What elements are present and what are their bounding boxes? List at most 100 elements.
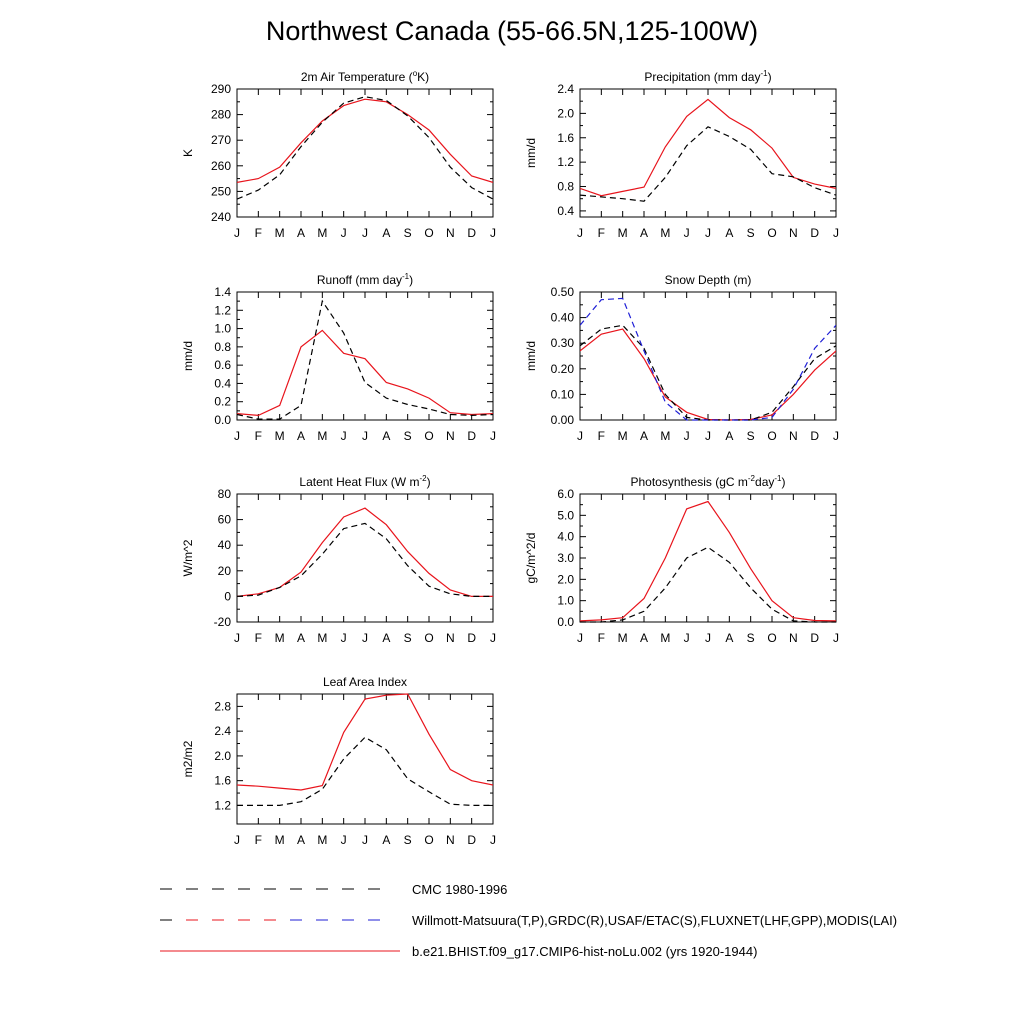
y-tick-label: 1.2 [557,155,574,169]
x-tick-label: S [747,631,755,645]
y-tick-label: 80 [218,487,232,501]
y-tick-label: 0.4 [557,204,574,218]
x-tick-label: J [577,226,583,240]
y-tick-label: 1.2 [214,798,231,812]
y-tick-label: 2.0 [214,749,231,763]
x-tick-label: N [446,429,455,443]
plot-frame [579,291,837,421]
x-tick-label: D [467,429,476,443]
y-tick-label: 0.20 [551,362,575,376]
x-tick-label: S [747,429,755,443]
x-tick-label: M [317,631,327,645]
x-tick-label: A [382,226,390,240]
x-tick-label: D [810,226,819,240]
x-tick-label: N [446,833,455,847]
x-tick-label: N [446,631,455,645]
y-tick-label: 280 [211,108,231,122]
x-tick-label: J [684,226,690,240]
x-tick-label: S [747,226,755,240]
y-tick-label: 1.2 [214,303,231,317]
y-tick-label: 1.0 [214,322,231,336]
y-tick-label: 2.0 [557,572,574,586]
x-tick-label: A [382,833,390,847]
panel-snow: Snow Depth (m)J F M A M J J A S O N D J0.000.100.200… [524,273,839,443]
x-tick-label: O [424,833,433,847]
y-tick-label: 0.00 [551,413,575,427]
series-line-obs-1 [237,96,493,200]
x-tick-label: J [362,833,368,847]
series-line-model [580,98,836,197]
y-axis-label: W/m^2 [181,539,195,576]
x-tick-label: S [404,429,412,443]
x-tick-label: M [618,631,628,645]
x-tick-label: A [640,429,648,443]
y-tick-label: 20 [218,564,232,578]
y-tick-label: 0.4 [214,376,231,390]
y-axis-label: m2/m2 [181,740,195,777]
panel-title: Runoff (mm day-1) [317,272,413,287]
y-tick-label: 250 [211,184,231,198]
x-tick-label: F [255,226,262,240]
series-line-obs-1 [237,522,493,598]
x-tick-label: N [446,226,455,240]
y-tick-label: 0.6 [214,358,231,372]
x-tick-label: S [404,833,412,847]
x-tick-label: J [684,429,690,443]
legend-label: CMC 1980-1996 [412,882,507,897]
x-tick-label: O [767,226,776,240]
y-tick-label: 60 [218,513,232,527]
series-line-model [237,329,493,417]
x-tick-label: A [725,429,733,443]
y-tick-label: 3.0 [557,551,574,565]
legend-label: b.e21.BHIST.f09_g17.CMIP6-hist-noLu.002 … [412,944,757,959]
y-tick-label: 1.0 [557,594,574,608]
x-tick-label: J [490,631,496,645]
x-tick-label: O [424,631,433,645]
x-tick-label: J [577,429,583,443]
y-tick-label: 2.4 [214,724,231,738]
x-tick-label: J [577,631,583,645]
x-tick-label: J [705,429,711,443]
y-tick-label: 4.0 [557,530,574,544]
y-tick-label: 0.50 [551,285,575,299]
y-tick-label: 0.0 [557,615,574,629]
x-tick-label: J [833,429,839,443]
panel-title: Precipitation (mm day-1) [644,69,771,84]
y-axis-label: gC/m^2/d [524,533,538,584]
x-tick-label: M [275,631,285,645]
x-tick-label: A [640,631,648,645]
x-tick-label: M [618,429,628,443]
x-tick-label: J [490,429,496,443]
series-line-model [237,507,493,598]
panel-title: Leaf Area Index [323,675,407,689]
x-tick-label: D [467,226,476,240]
series-line-obs-1 [580,546,836,623]
x-tick-label: J [234,833,240,847]
series-line-obs-2 [580,297,836,421]
y-tick-label: 0.10 [551,387,575,401]
series-line-model [237,693,493,791]
x-tick-label: S [404,631,412,645]
x-tick-label: S [404,226,412,240]
x-tick-label: D [467,833,476,847]
x-tick-label: J [684,631,690,645]
panel-title: Snow Depth (m) [665,273,752,287]
x-tick-label: J [234,226,240,240]
x-tick-label: A [297,226,305,240]
x-tick-label: D [467,631,476,645]
x-tick-label: O [424,226,433,240]
plot-frame [236,88,494,218]
series-line-obs-1 [580,126,836,202]
y-tick-label: 1.4 [214,285,231,299]
x-tick-label: O [424,429,433,443]
x-tick-label: O [767,429,776,443]
panel-runoff: Runoff (mm day-1)J F M A M J J A S O N D J0.00.20.40… [181,272,496,443]
x-tick-label: M [275,833,285,847]
x-tick-label: F [598,631,605,645]
y-tick-label: 0.40 [551,311,575,325]
x-tick-label: J [362,226,368,240]
y-tick-label: 1.6 [557,131,574,145]
y-tick-label: 1.6 [214,774,231,788]
y-axis-label: mm/d [524,138,538,168]
